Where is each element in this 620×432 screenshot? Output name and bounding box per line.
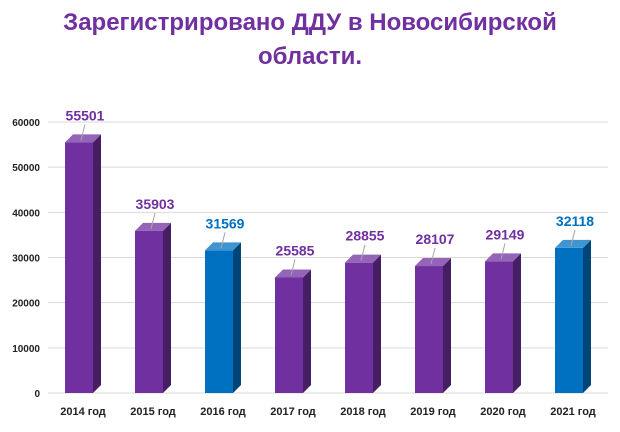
bar-front: [205, 250, 233, 393]
x-axis: 2014 год 2015 год 2016 год 2017 год 2018 год…: [60, 406, 596, 418]
bar: 31569: [205, 215, 245, 393]
bar-side: [443, 258, 451, 393]
y-tick-label: 20000: [12, 299, 40, 310]
bar-front: [555, 247, 583, 393]
bar-side: [373, 254, 381, 393]
bar: 25585: [275, 242, 315, 393]
data-label: 28855: [346, 228, 385, 244]
bar-front: [65, 142, 93, 393]
data-label: 28107: [416, 231, 455, 247]
bar-side: [163, 222, 171, 393]
leader-line: [80, 124, 86, 141]
bar-side: [233, 242, 241, 393]
bar-front: [415, 266, 443, 393]
bar-top: [485, 253, 521, 262]
bar-top: [275, 269, 311, 278]
y-axis: 0 10000 20000 30000 40000 50000 60000: [12, 118, 40, 400]
leader-line: [360, 244, 366, 261]
bar-side: [93, 134, 101, 393]
y-tick-label: 50000: [12, 163, 40, 174]
data-label: 35903: [136, 196, 175, 212]
leader-line: [570, 229, 576, 247]
bar: 55501: [65, 107, 105, 393]
data-label: 31569: [206, 215, 245, 231]
data-label: 29149: [486, 226, 525, 242]
bar-top: [415, 258, 451, 267]
leader-line: [290, 259, 296, 276]
bar-top: [135, 222, 171, 231]
leader-line: [500, 243, 506, 260]
bar-front: [135, 230, 163, 393]
bar-top: [555, 239, 591, 248]
data-label: 25585: [276, 242, 315, 258]
data-label: 32118: [556, 213, 594, 229]
bar-top: [345, 254, 381, 263]
bar: 35903: [135, 196, 175, 393]
y-tick-label: 60000: [12, 118, 40, 129]
bar-top: [205, 242, 241, 251]
x-category-label: 2016 год: [200, 406, 246, 418]
gridlines: [48, 121, 608, 394]
x-category-label: 2017 год: [270, 406, 316, 418]
bar-top: [65, 134, 101, 143]
x-category-label: 2018 год: [340, 406, 386, 418]
bars: 55501 35903 31569 25585 28855 28107 29149 32118: [65, 107, 594, 393]
bar: 28855: [345, 228, 385, 393]
bar-front: [275, 277, 303, 393]
bar-side: [583, 239, 591, 393]
x-category-label: 2014 год: [60, 406, 106, 418]
bar: 29149: [485, 226, 525, 393]
bar-side: [513, 253, 521, 393]
bar-front: [485, 261, 513, 393]
bar: 32118: [555, 213, 594, 393]
y-tick-label: 10000: [12, 344, 40, 355]
x-category-label: 2021 год: [550, 406, 596, 418]
leader-line: [220, 232, 226, 249]
leader-line: [150, 212, 156, 229]
bar: 28107: [415, 231, 455, 393]
data-label: 55501: [66, 107, 105, 123]
leader-line: [430, 247, 436, 265]
y-tick-label: 30000: [12, 254, 40, 265]
y-tick-label: 40000: [12, 208, 40, 219]
bar-side: [303, 269, 311, 393]
y-tick-label: 0: [34, 389, 40, 400]
x-category-label: 2020 год: [480, 406, 526, 418]
chart-title: Зарегистрировано ДДУ в Новосибирской обл…: [0, 6, 620, 74]
bar-front: [345, 262, 373, 393]
x-category-label: 2015 год: [130, 406, 176, 418]
chart-title-line-1: Зарегистрировано ДДУ в Новосибирской: [63, 9, 557, 36]
x-category-label: 2019 год: [410, 406, 456, 418]
chart-title-line-2: области.: [257, 43, 362, 70]
